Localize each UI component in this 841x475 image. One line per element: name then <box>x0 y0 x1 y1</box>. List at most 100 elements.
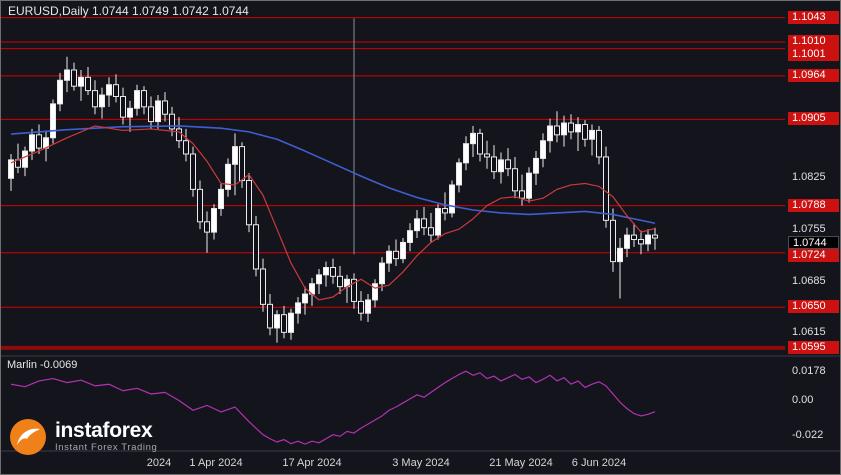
bull-candle <box>127 107 133 118</box>
bull-candle <box>288 312 294 333</box>
bull-candle <box>218 188 224 210</box>
bear-candle <box>491 156 497 173</box>
bear-candle <box>351 278 357 302</box>
bull-candle <box>134 90 140 109</box>
bear-candle <box>358 300 364 314</box>
bear-candle <box>239 146 245 182</box>
bull-candle <box>645 234 651 245</box>
bull-candle <box>232 146 238 165</box>
bear-candle <box>631 234 637 240</box>
bull-candle <box>540 140 546 159</box>
logo-tagline: Instant Forex Trading <box>55 442 158 453</box>
bull-candle <box>323 267 329 276</box>
bull-candle <box>435 208 441 236</box>
bull-candle <box>365 299 371 314</box>
bull-candle <box>463 143 469 164</box>
bull-candle <box>372 283 378 301</box>
bear-candle <box>246 180 252 226</box>
bull-candle <box>498 159 504 173</box>
bull-candle <box>386 250 392 264</box>
indicator-label: Marlin -0.0069 <box>7 359 78 371</box>
bull-candle <box>211 208 217 233</box>
bear-candle <box>71 69 77 87</box>
bear-candle <box>92 90 98 108</box>
bull-candle <box>57 79 63 105</box>
bear-candle <box>512 168 518 192</box>
bear-candle <box>421 218 427 229</box>
bear-candle <box>477 132 483 155</box>
bull-candle <box>561 122 567 136</box>
bear-candle <box>393 250 399 260</box>
bear-candle <box>204 221 210 233</box>
support-resistance-lines[interactable] <box>1 17 785 350</box>
bull-candle <box>295 302 301 314</box>
bull-candle <box>589 129 595 140</box>
bull-candle <box>400 241 406 260</box>
bear-candle <box>596 129 602 158</box>
bear-candle <box>428 227 434 236</box>
ma-fast-line <box>10 125 656 301</box>
bear-candle <box>120 96 126 118</box>
bear-candle <box>113 84 119 97</box>
bull-candle <box>225 163 231 190</box>
bull-candle <box>470 132 476 145</box>
bear-candle <box>442 208 448 214</box>
bull-candle <box>302 293 308 304</box>
bear-candle <box>85 76 91 92</box>
bull-candle <box>547 125 553 142</box>
bear-candle <box>36 134 42 149</box>
bear-candle <box>190 153 196 190</box>
bull-candle <box>274 314 280 329</box>
bear-candle <box>183 140 189 155</box>
bull-candle <box>99 94 105 108</box>
logo-brand-text: instaforex <box>55 419 153 442</box>
instaforex-logo-icon <box>10 419 46 455</box>
bull-candle <box>617 247 623 263</box>
chart-ohlc-title: EURUSD,Daily 1.0744 1.0749 1.0742 1.0744 <box>8 4 249 18</box>
bear-candle <box>638 238 644 245</box>
bear-candle <box>519 190 525 199</box>
bull-candle <box>624 234 630 249</box>
bull-candle <box>8 159 14 179</box>
bear-candle <box>176 128 182 142</box>
bear-candle <box>484 153 490 158</box>
bear-candle <box>169 113 175 130</box>
logo-text-block: instaforex Instant Forex Trading <box>55 420 157 454</box>
bear-candle <box>568 122 574 133</box>
bear-candle <box>267 303 273 329</box>
bear-candle <box>554 125 560 136</box>
bull-candle <box>456 162 462 186</box>
bear-candle <box>505 159 511 170</box>
bear-candle <box>610 219 616 263</box>
bull-candle <box>316 274 322 285</box>
bull-candle <box>379 262 385 285</box>
bear-candle <box>337 275 343 288</box>
bull-candle <box>155 100 161 123</box>
bull-candle <box>407 230 413 243</box>
bull-candle <box>64 69 70 81</box>
ma-slow-line <box>10 125 656 225</box>
bull-candle <box>22 150 28 168</box>
bear-candle <box>260 268 266 305</box>
bull-candle <box>449 184 455 214</box>
bull-candle <box>50 103 56 139</box>
bear-candle <box>253 224 259 270</box>
bull-candle <box>414 218 420 232</box>
bear-candle <box>330 267 336 277</box>
bull-candle <box>526 172 532 199</box>
bear-candle <box>141 90 147 108</box>
bull-candle <box>106 84 112 96</box>
candles <box>8 56 658 343</box>
bull-candle <box>78 76 84 87</box>
bear-candle <box>603 156 609 221</box>
marlin-indicator-line <box>10 370 656 445</box>
bear-candle <box>162 100 168 115</box>
instaforex-logo: instaforex Instant Forex Trading <box>9 418 157 456</box>
bull-candle <box>533 157 539 174</box>
bull-candle <box>575 124 581 133</box>
bear-candle <box>281 314 287 333</box>
bull-candle <box>29 134 35 152</box>
bear-candle <box>652 234 658 239</box>
